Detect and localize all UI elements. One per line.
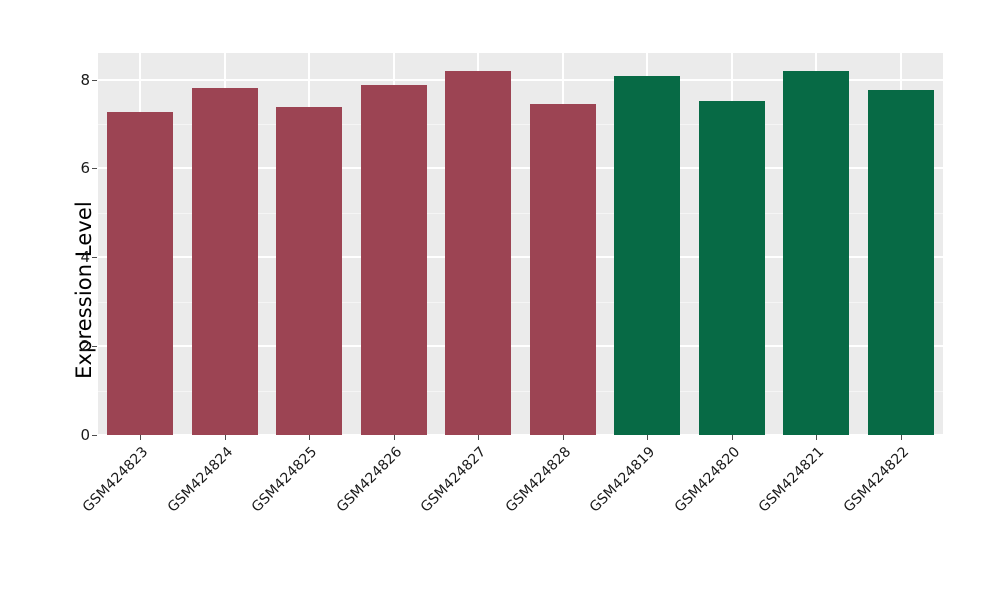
y-axis-tick-label: 6 [80, 159, 90, 178]
gridline-minor-horizontal [98, 390, 943, 392]
bar [360, 84, 427, 435]
gridline-major-horizontal [98, 434, 943, 435]
x-axis-tick-mark [816, 435, 818, 440]
bar [276, 106, 343, 435]
x-axis-tick-mark [393, 435, 395, 440]
x-axis-tick-mark [140, 435, 142, 440]
bar [191, 88, 258, 435]
y-axis-tick-mark [92, 346, 97, 348]
x-axis-tick-mark [309, 435, 311, 440]
gridline-minor-horizontal [98, 301, 943, 303]
bar [107, 111, 174, 435]
plot-panel [98, 53, 943, 435]
gridline-major-horizontal [98, 78, 943, 81]
x-axis-tick-label: GSM424821 [755, 444, 828, 516]
bar [867, 89, 934, 435]
bar [783, 70, 850, 435]
y-axis-tick-mark [92, 168, 97, 170]
gridline-minor-horizontal [98, 212, 943, 214]
bar [445, 70, 512, 435]
x-axis-tick-label: GSM424825 [248, 444, 321, 516]
y-axis-tick-mark [92, 435, 97, 436]
y-axis-tick-mark [92, 257, 97, 259]
gridline-minor-horizontal [98, 124, 943, 126]
y-axis-tick-label: 2 [80, 337, 90, 356]
bar [529, 104, 596, 435]
bar [698, 100, 765, 435]
x-axis-tick-label: GSM424827 [417, 444, 490, 516]
gridline-major-horizontal [98, 345, 943, 348]
x-axis-tick-mark [647, 435, 649, 440]
y-axis-tick-mark [92, 79, 97, 81]
gridline-major-horizontal [98, 256, 943, 259]
x-axis-tick-mark [224, 435, 226, 440]
x-axis-tick-mark [478, 435, 480, 440]
x-axis-tick-label: GSM424819 [586, 444, 659, 516]
y-axis-tick-label: 0 [80, 426, 90, 444]
y-axis-tick-label: 4 [80, 248, 90, 267]
bar [614, 76, 681, 435]
y-axis-tick-label-group: 0 2 4 6 8 [62, 0, 90, 580]
y-axis-tick-label: 8 [80, 70, 90, 89]
x-axis-tick-mark [900, 435, 902, 440]
x-axis-tick-label: GSM424820 [671, 444, 744, 516]
x-axis-tick-label: GSM424826 [333, 444, 406, 516]
x-axis-tick-mark [562, 435, 564, 440]
gridline-major-horizontal [98, 167, 943, 170]
x-axis-tick-mark [731, 435, 733, 440]
x-axis-tick-label: GSM424828 [502, 444, 575, 516]
x-axis-tick-label: GSM424822 [840, 444, 913, 516]
